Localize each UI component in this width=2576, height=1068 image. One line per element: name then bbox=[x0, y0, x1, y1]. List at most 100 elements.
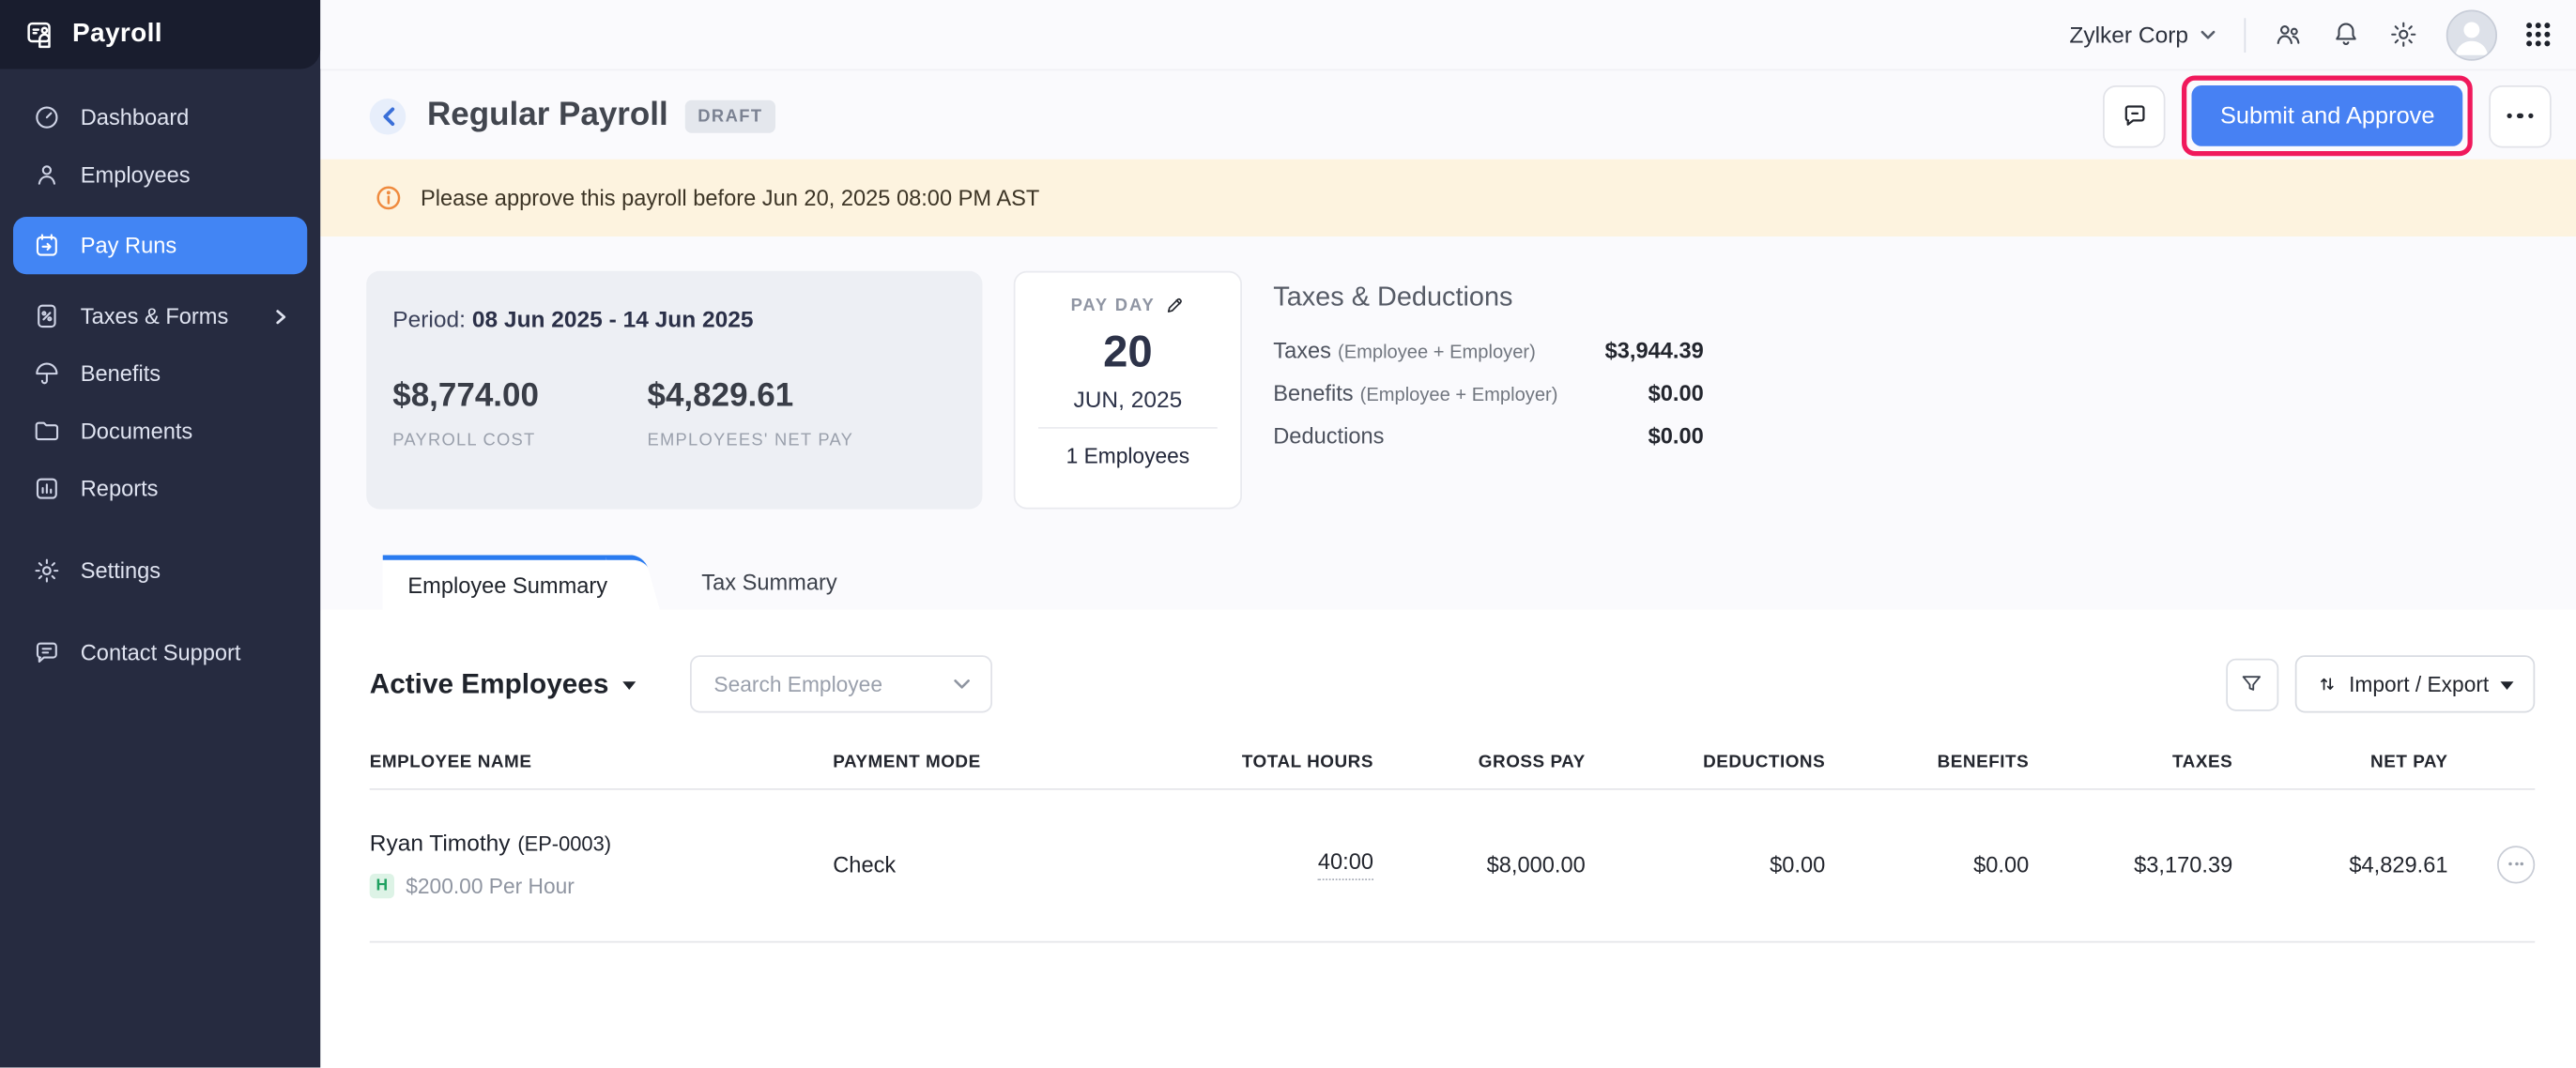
table-header-row: EMPLOYEE NAME PAYMENT MODE TOTAL HOURS G… bbox=[369, 752, 2536, 790]
sidebar-item-label: Reports bbox=[80, 476, 159, 501]
taxes-row: Taxes (Employee + Employer) $3,944.39 bbox=[1273, 339, 1704, 382]
org-selector[interactable]: Zylker Corp bbox=[2069, 22, 2216, 48]
user-avatar[interactable] bbox=[2446, 8, 2497, 60]
tab-label: Employee Summary bbox=[407, 572, 608, 598]
column-header-net-pay: NET PAY bbox=[2370, 752, 2448, 772]
sidebar-item-dashboard[interactable]: Dashboard bbox=[13, 89, 307, 146]
net-pay-value: $4,829.61 bbox=[647, 377, 794, 415]
chevron-down-icon bbox=[952, 679, 970, 690]
payroll-logo-icon bbox=[24, 18, 57, 51]
import-export-button[interactable]: Import / Export bbox=[2294, 655, 2536, 713]
employee-rate: $200.00 Per Hour bbox=[406, 874, 575, 899]
tab-tax-summary[interactable]: Tax Summary bbox=[685, 556, 853, 610]
row-more-options-button[interactable] bbox=[2497, 845, 2536, 883]
payment-mode-cell: Check bbox=[833, 851, 897, 877]
hourly-badge: H bbox=[369, 874, 394, 899]
taxes-deductions-block: Taxes & Deductions Taxes (Employee + Emp… bbox=[1273, 282, 1704, 466]
back-button[interactable] bbox=[369, 98, 406, 134]
sidebar-item-label: Documents bbox=[80, 419, 193, 444]
table-row: Ryan Timothy (EP-0003) H $200.00 Per Hou… bbox=[369, 790, 2536, 943]
tab-label: Tax Summary bbox=[701, 570, 837, 595]
sidebar-item-label: Contact Support bbox=[80, 640, 241, 665]
caret-down-icon bbox=[2500, 681, 2514, 690]
deductions-cell: $0.00 bbox=[1770, 851, 1826, 877]
approval-alert-banner: Please approve this payroll before Jun 2… bbox=[320, 159, 2576, 236]
notifications-bell-icon[interactable] bbox=[2331, 20, 2361, 50]
employee-filter-dropdown[interactable]: Active Employees bbox=[370, 667, 636, 700]
sidebar-nav: Dashboard Employees Pay Runs Taxes & For… bbox=[0, 69, 320, 682]
benefits-row-sublabel: (Employee + Employer) bbox=[1359, 386, 1558, 406]
total-hours-cell[interactable]: 40:00 bbox=[1317, 848, 1373, 880]
search-employee-select[interactable]: Search Employee bbox=[689, 655, 992, 713]
payday-label: PAY DAY bbox=[1070, 296, 1156, 315]
employees-icon bbox=[33, 161, 61, 190]
submenu-chevron-icon bbox=[274, 308, 287, 325]
sidebar-item-employees[interactable]: Employees bbox=[13, 146, 307, 204]
settings-icon bbox=[33, 557, 61, 585]
period-card: Period: 08 Jun 2025 - 14 Jun 2025 $8,774.… bbox=[366, 270, 983, 510]
column-header-gross-pay: GROSS PAY bbox=[1478, 752, 1586, 772]
table-toolbar: Active Employees Search Employee Import … bbox=[370, 655, 2536, 713]
taxes-row-sublabel: (Employee + Employer) bbox=[1337, 343, 1536, 363]
import-export-icon bbox=[2316, 672, 2338, 696]
filter-button[interactable] bbox=[2225, 657, 2278, 710]
app-title: Payroll bbox=[72, 20, 162, 48]
benefits-row: Benefits (Employee + Employer) $0.00 bbox=[1273, 381, 1704, 424]
submit-and-approve-button[interactable]: Submit and Approve bbox=[2192, 85, 2463, 146]
chevron-down-icon bbox=[2200, 29, 2216, 40]
more-options-button[interactable] bbox=[2489, 84, 2552, 147]
reports-icon bbox=[33, 475, 61, 503]
taxes-cell: $3,170.39 bbox=[2134, 851, 2233, 877]
employee-filter-label: Active Employees bbox=[369, 667, 609, 699]
sidebar-item-benefits[interactable]: Benefits bbox=[13, 345, 307, 403]
column-header-benefits: BENEFITS bbox=[1937, 752, 2030, 772]
benefits-row-value: $0.00 bbox=[1648, 381, 1704, 406]
sidebar-item-label: Employees bbox=[80, 162, 191, 188]
topbar: Zylker Corp bbox=[320, 0, 2576, 69]
pay-runs-icon bbox=[33, 232, 61, 260]
column-header-taxes: TAXES bbox=[2172, 752, 2233, 772]
benefits-cell: $0.00 bbox=[1973, 851, 2030, 877]
period-value: 08 Jun 2025 - 14 Jun 2025 bbox=[471, 305, 754, 332]
highlight-annotation-box: Submit and Approve bbox=[2182, 75, 2473, 157]
deductions-row-value: $0.00 bbox=[1648, 423, 1704, 449]
sidebar-item-pay-runs[interactable]: Pay Runs bbox=[13, 217, 308, 275]
sidebar-item-contact-support[interactable]: Contact Support bbox=[13, 624, 307, 681]
search-employee-placeholder: Search Employee bbox=[713, 671, 882, 696]
status-badge: DRAFT bbox=[684, 99, 776, 132]
column-header-employee-name: EMPLOYEE NAME bbox=[369, 752, 532, 772]
topbar-divider bbox=[2244, 17, 2246, 53]
summary-section: Period: 08 Jun 2025 - 14 Jun 2025 $8,774.… bbox=[320, 236, 2576, 556]
gear-icon[interactable] bbox=[2389, 20, 2419, 50]
sidebar-item-settings[interactable]: Settings bbox=[13, 542, 307, 600]
sidebar-item-documents[interactable]: Documents bbox=[13, 403, 307, 460]
app-grid-icon[interactable] bbox=[2525, 22, 2552, 48]
sidebar-item-reports[interactable]: Reports bbox=[13, 460, 307, 517]
page-title: Regular Payroll bbox=[427, 97, 668, 133]
sidebar-item-label: Taxes & Forms bbox=[80, 303, 229, 328]
alert-text: Please approve this payroll before Jun 2… bbox=[421, 185, 1040, 210]
taxes-forms-icon bbox=[33, 302, 61, 330]
deductions-row: Deductions $0.00 bbox=[1273, 424, 1704, 467]
taxes-row-label: Taxes bbox=[1273, 338, 1331, 363]
payday-card: PAY DAY 20 JUN, 2025 1 Employees bbox=[1013, 270, 1242, 510]
tab-employee-summary[interactable]: Employee Summary bbox=[382, 555, 633, 611]
info-icon bbox=[375, 184, 403, 212]
gross-pay-cell: $8,000.00 bbox=[1486, 851, 1586, 877]
column-header-payment-mode: PAYMENT MODE bbox=[833, 752, 981, 772]
comments-button[interactable] bbox=[2103, 84, 2167, 147]
edit-pencil-icon[interactable] bbox=[1165, 296, 1185, 315]
documents-icon bbox=[33, 418, 61, 446]
users-icon[interactable] bbox=[2274, 20, 2304, 50]
employees-table: EMPLOYEE NAME PAYMENT MODE TOTAL HOURS G… bbox=[369, 752, 2536, 943]
benefits-row-label: Benefits bbox=[1273, 381, 1354, 406]
net-pay-label: EMPLOYEES' NET PAY bbox=[647, 430, 854, 450]
sidebar-item-taxes-forms[interactable]: Taxes & Forms bbox=[13, 287, 307, 344]
sidebar-item-label: Settings bbox=[80, 558, 161, 584]
deductions-row-label: Deductions bbox=[1273, 423, 1385, 449]
dashboard-icon bbox=[33, 103, 61, 131]
org-name: Zylker Corp bbox=[2069, 21, 2188, 48]
sidebar-item-label: Dashboard bbox=[80, 105, 190, 130]
employee-name-link[interactable]: Ryan Timothy bbox=[369, 829, 511, 856]
